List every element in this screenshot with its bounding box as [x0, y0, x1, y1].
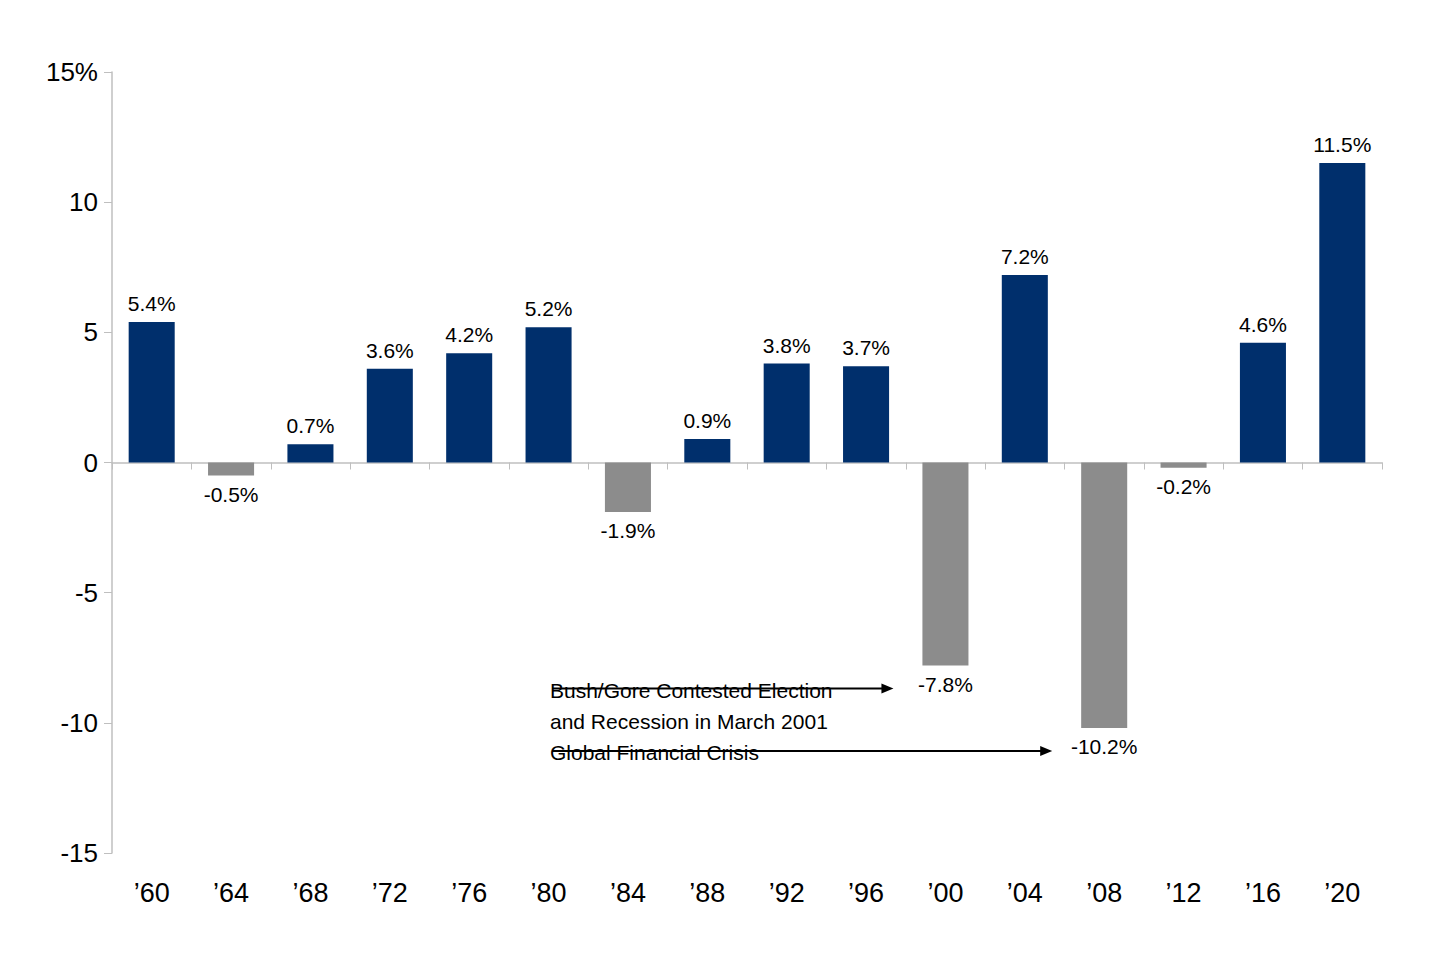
svg-text:5.4%: 5.4% — [128, 292, 176, 315]
svg-text:’92: ’92 — [769, 878, 805, 908]
svg-text:-0.5%: -0.5% — [204, 483, 259, 506]
svg-text:0.7%: 0.7% — [287, 414, 335, 437]
svg-text:’04: ’04 — [1007, 878, 1043, 908]
svg-text:’64: ’64 — [213, 878, 249, 908]
svg-text:3.7%: 3.7% — [842, 336, 890, 359]
svg-text:3.8%: 3.8% — [763, 334, 811, 357]
svg-text:5.2%: 5.2% — [525, 297, 573, 320]
svg-text:’72: ’72 — [372, 878, 408, 908]
svg-text:’12: ’12 — [1166, 878, 1202, 908]
svg-text:15%: 15% — [46, 57, 98, 87]
svg-text:and Recession in March 2001: and Recession in March 2001 — [550, 710, 828, 733]
svg-text:’60: ’60 — [134, 878, 170, 908]
svg-text:10: 10 — [69, 187, 98, 217]
svg-text:Bush/Gore Contested Election: Bush/Gore Contested Election — [550, 679, 833, 702]
svg-text:4.6%: 4.6% — [1239, 313, 1287, 336]
svg-text:’80: ’80 — [531, 878, 567, 908]
svg-text:3.6%: 3.6% — [366, 339, 414, 362]
svg-text:-7.8%: -7.8% — [918, 673, 973, 696]
svg-text:’88: ’88 — [689, 878, 725, 908]
svg-text:’00: ’00 — [927, 878, 963, 908]
svg-text:’84: ’84 — [610, 878, 646, 908]
svg-text:4.2%: 4.2% — [445, 323, 493, 346]
svg-text:-0.2%: -0.2% — [1156, 475, 1211, 498]
svg-text:’68: ’68 — [292, 878, 328, 908]
svg-text:0: 0 — [84, 448, 98, 478]
svg-text:’76: ’76 — [451, 878, 487, 908]
svg-text:’20: ’20 — [1324, 878, 1360, 908]
svg-text:11.5%: 11.5% — [1313, 133, 1371, 156]
svg-text:0.9%: 0.9% — [683, 409, 731, 432]
svg-text:-15: -15 — [60, 838, 98, 868]
svg-text:-10.2%: -10.2% — [1071, 735, 1138, 758]
svg-text:-5: -5 — [75, 578, 98, 608]
svg-text:5: 5 — [84, 317, 98, 347]
svg-text:-1.9%: -1.9% — [601, 519, 656, 542]
svg-text:’16: ’16 — [1245, 878, 1281, 908]
svg-text:’08: ’08 — [1086, 878, 1122, 908]
svg-text:7.2%: 7.2% — [1001, 245, 1049, 268]
svg-text:Global Financial Crisis: Global Financial Crisis — [550, 741, 759, 764]
svg-text:’96: ’96 — [848, 878, 884, 908]
svg-text:-10: -10 — [60, 708, 98, 738]
